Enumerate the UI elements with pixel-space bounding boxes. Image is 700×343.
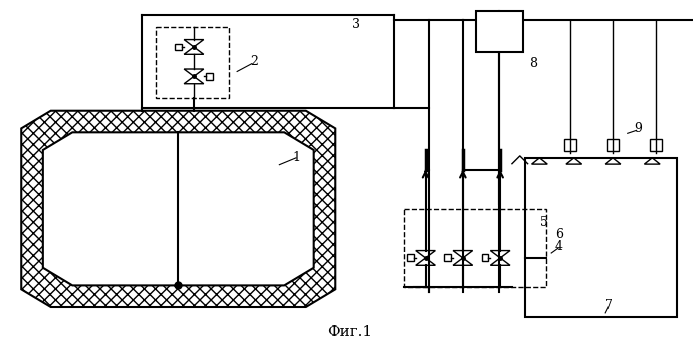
Bar (650, 139, 662, 151)
Text: 4: 4 (555, 240, 563, 253)
Bar (564, 139, 575, 151)
Text: 1: 1 (292, 151, 300, 164)
Text: 5: 5 (540, 216, 548, 229)
Bar (444, 255, 451, 261)
Bar (404, 209, 546, 287)
Text: 6: 6 (555, 228, 563, 241)
Bar (407, 255, 414, 261)
Polygon shape (21, 111, 335, 307)
Bar (155, 27, 230, 98)
Bar (607, 139, 619, 151)
Text: Фиг.1: Фиг.1 (328, 324, 372, 339)
Text: 7: 7 (605, 298, 613, 311)
Text: 2: 2 (250, 55, 258, 68)
Bar (206, 73, 213, 80)
Bar (525, 158, 677, 317)
Bar (175, 44, 182, 50)
Text: 9: 9 (635, 122, 643, 135)
Bar (482, 255, 489, 261)
Polygon shape (43, 132, 314, 285)
Text: 8: 8 (529, 57, 538, 70)
Text: 3: 3 (352, 18, 360, 31)
Bar (475, 11, 523, 52)
